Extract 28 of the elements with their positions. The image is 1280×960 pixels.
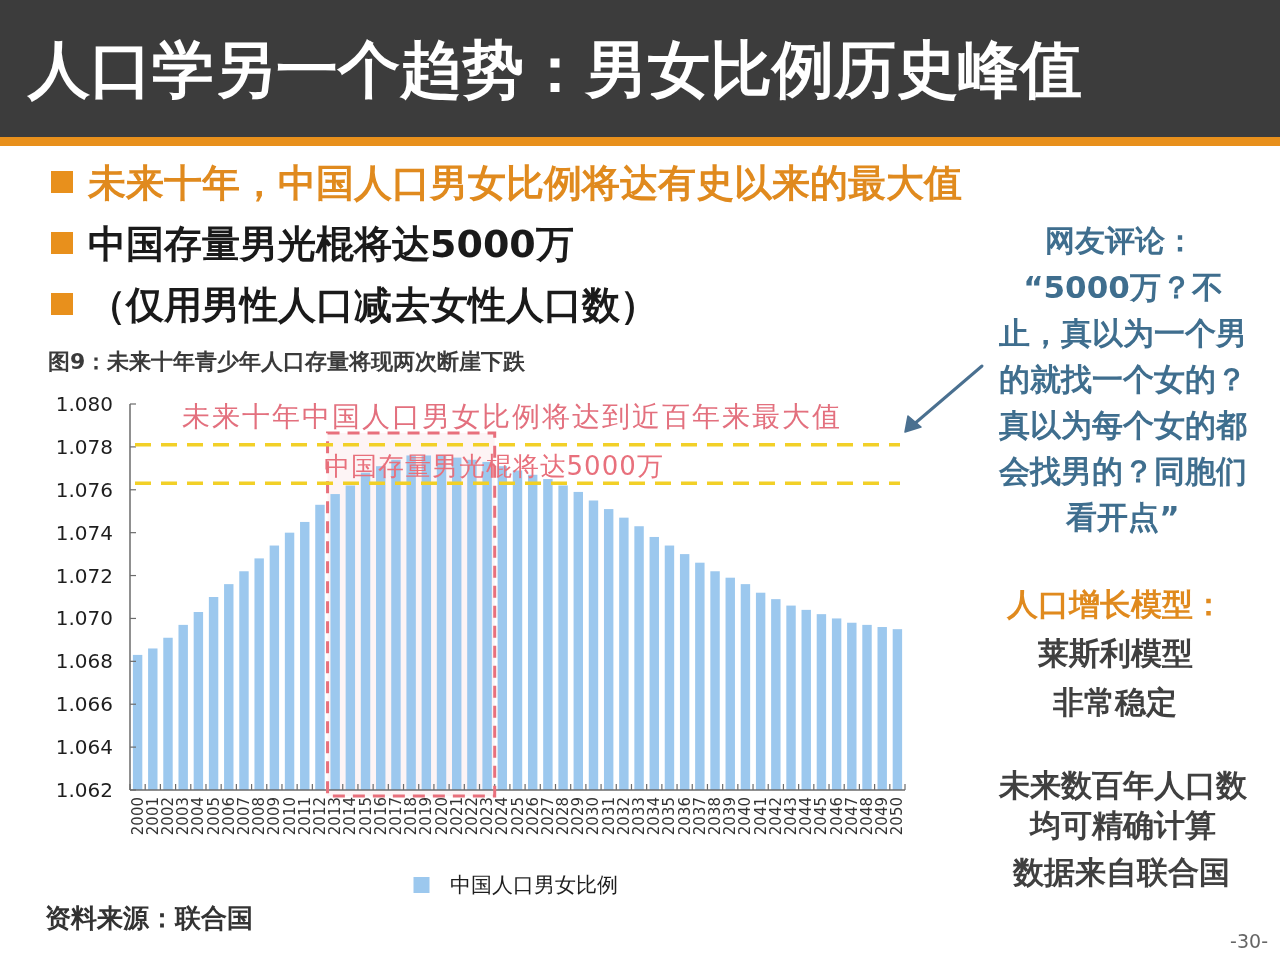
text: -30- [1230,929,1268,953]
y-tick-label: 1.064 [55,735,113,760]
text: 未来数百年人口数均可精确计算 [998,766,1248,845]
chart-title: 人口学另一个趋势：男女比例历史峰值 [28,33,1082,106]
y-tick-label: 1.076 [55,477,113,502]
legend-label: 中国人口男女比例 [449,873,618,897]
y-tick-label: 1.078 [55,434,113,459]
y-tick-label: 1.066 [55,692,113,717]
text: “5000万？不止，真以为一个男的就找一个女的？真以为每个女的都会找男的？同胞们看开点” [998,268,1248,537]
legend-item: 中国人口男女比例 [413,873,618,897]
y-tick-label: 1.068 [55,649,113,674]
text: 人口增长模型： [1005,585,1225,623]
y-tick-label: 1.070 [55,606,113,631]
text: 未来十年，中国人口男女比例将达有史以来的最大值 [88,160,962,206]
text: 非常稳定 [1052,683,1178,721]
x-tick-label: 2050 [888,797,907,836]
text: （仅用男性人口减去女性人口数） [88,282,658,328]
y-tick-label: 1.074 [55,520,113,545]
chart-subtitle: 图9：未来十年青少年人口存量将现两次断崖下跌 [48,348,526,376]
y-tick-label: 1.062 [55,778,113,802]
text: 中国存量男光棍将达5000万 [88,221,574,267]
text: 资料来源：联合国 [45,902,253,934]
text: 数据来自联合国 [1011,853,1231,891]
y-tick-label: 1.080 [55,392,113,416]
y-tick-label: 1.072 [55,563,113,588]
text: 莱斯利模型 [1036,634,1194,672]
ref-line-label: 未来十年中国人口男女比例将达到近百年来最大值 [181,399,842,433]
text: 网友评论： [1044,222,1196,260]
